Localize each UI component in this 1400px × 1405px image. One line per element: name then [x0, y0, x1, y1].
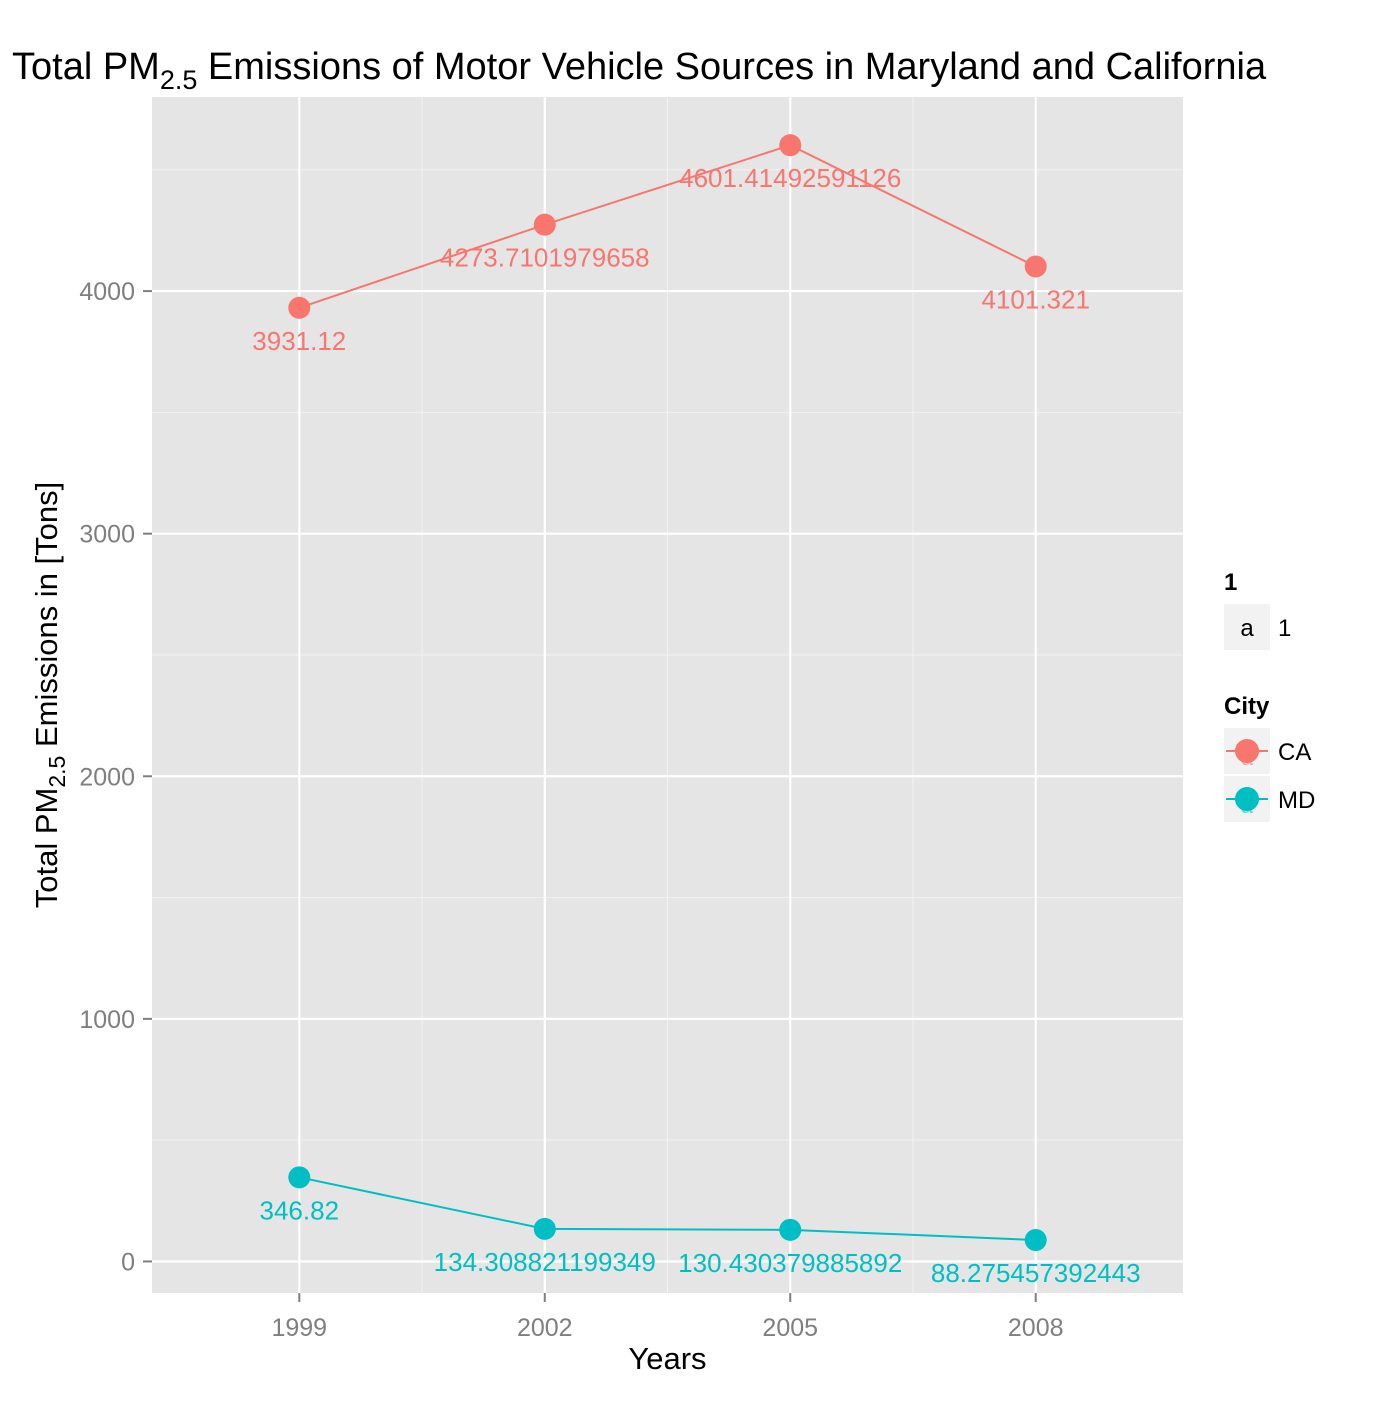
y-axis-title-group: Total PM2.5 Emissions in [Tons] [29, 482, 70, 909]
data-label: 3931.12 [252, 326, 346, 356]
y-tick-label: 4000 [79, 278, 135, 306]
legend-label: 1 [1278, 615, 1291, 642]
data-label: 4101.321 [981, 284, 1089, 314]
y-tick-label: 3000 [79, 521, 135, 549]
data-point [288, 1166, 311, 1189]
data-point [533, 213, 556, 236]
legend-title: 1 [1224, 569, 1237, 596]
data-point [779, 1218, 802, 1241]
legend-key [1224, 604, 1270, 650]
x-tick-label: 2002 [517, 1314, 573, 1342]
y-tick-label: 0 [121, 1248, 135, 1276]
data-label: 130.430379885892 [678, 1248, 902, 1278]
data-label: 4601.41492591126 [679, 163, 901, 193]
data-label: 346.82 [260, 1195, 340, 1225]
legend-title: City [1224, 693, 1270, 720]
legend-key-point [1235, 739, 1259, 763]
data-label: 88.275457392443 [931, 1258, 1141, 1288]
x-axis-title: Years [628, 1341, 706, 1376]
legend-label: MD [1278, 787, 1315, 814]
data-point [779, 134, 802, 157]
series-line-md [299, 1176, 1036, 1242]
x-tick-label: 2005 [762, 1314, 818, 1342]
x-tick-label: 2008 [1008, 1314, 1064, 1342]
x-tick-label: 1999 [271, 1314, 327, 1342]
legend-key-glyph: a [1240, 615, 1254, 642]
legend-label: CA [1278, 739, 1311, 766]
y-tick-label: 1000 [79, 1006, 135, 1034]
data-point [533, 1217, 556, 1240]
data-point [1024, 255, 1047, 278]
data-point [288, 296, 311, 319]
data-label: 134.308821199349 [434, 1247, 656, 1277]
y-axis-title: Total PM2.5 Emissions in [Tons] [29, 482, 70, 909]
series-line-ca [298, 144, 1037, 309]
data-label: 4273.7101979658 [440, 243, 650, 273]
y-tick-label: 2000 [79, 763, 135, 791]
data-point [1024, 1229, 1047, 1252]
legend-key-point [1235, 787, 1259, 811]
chart-title: Total PM2.5 Emissions of Motor Vehicle S… [12, 46, 1267, 95]
